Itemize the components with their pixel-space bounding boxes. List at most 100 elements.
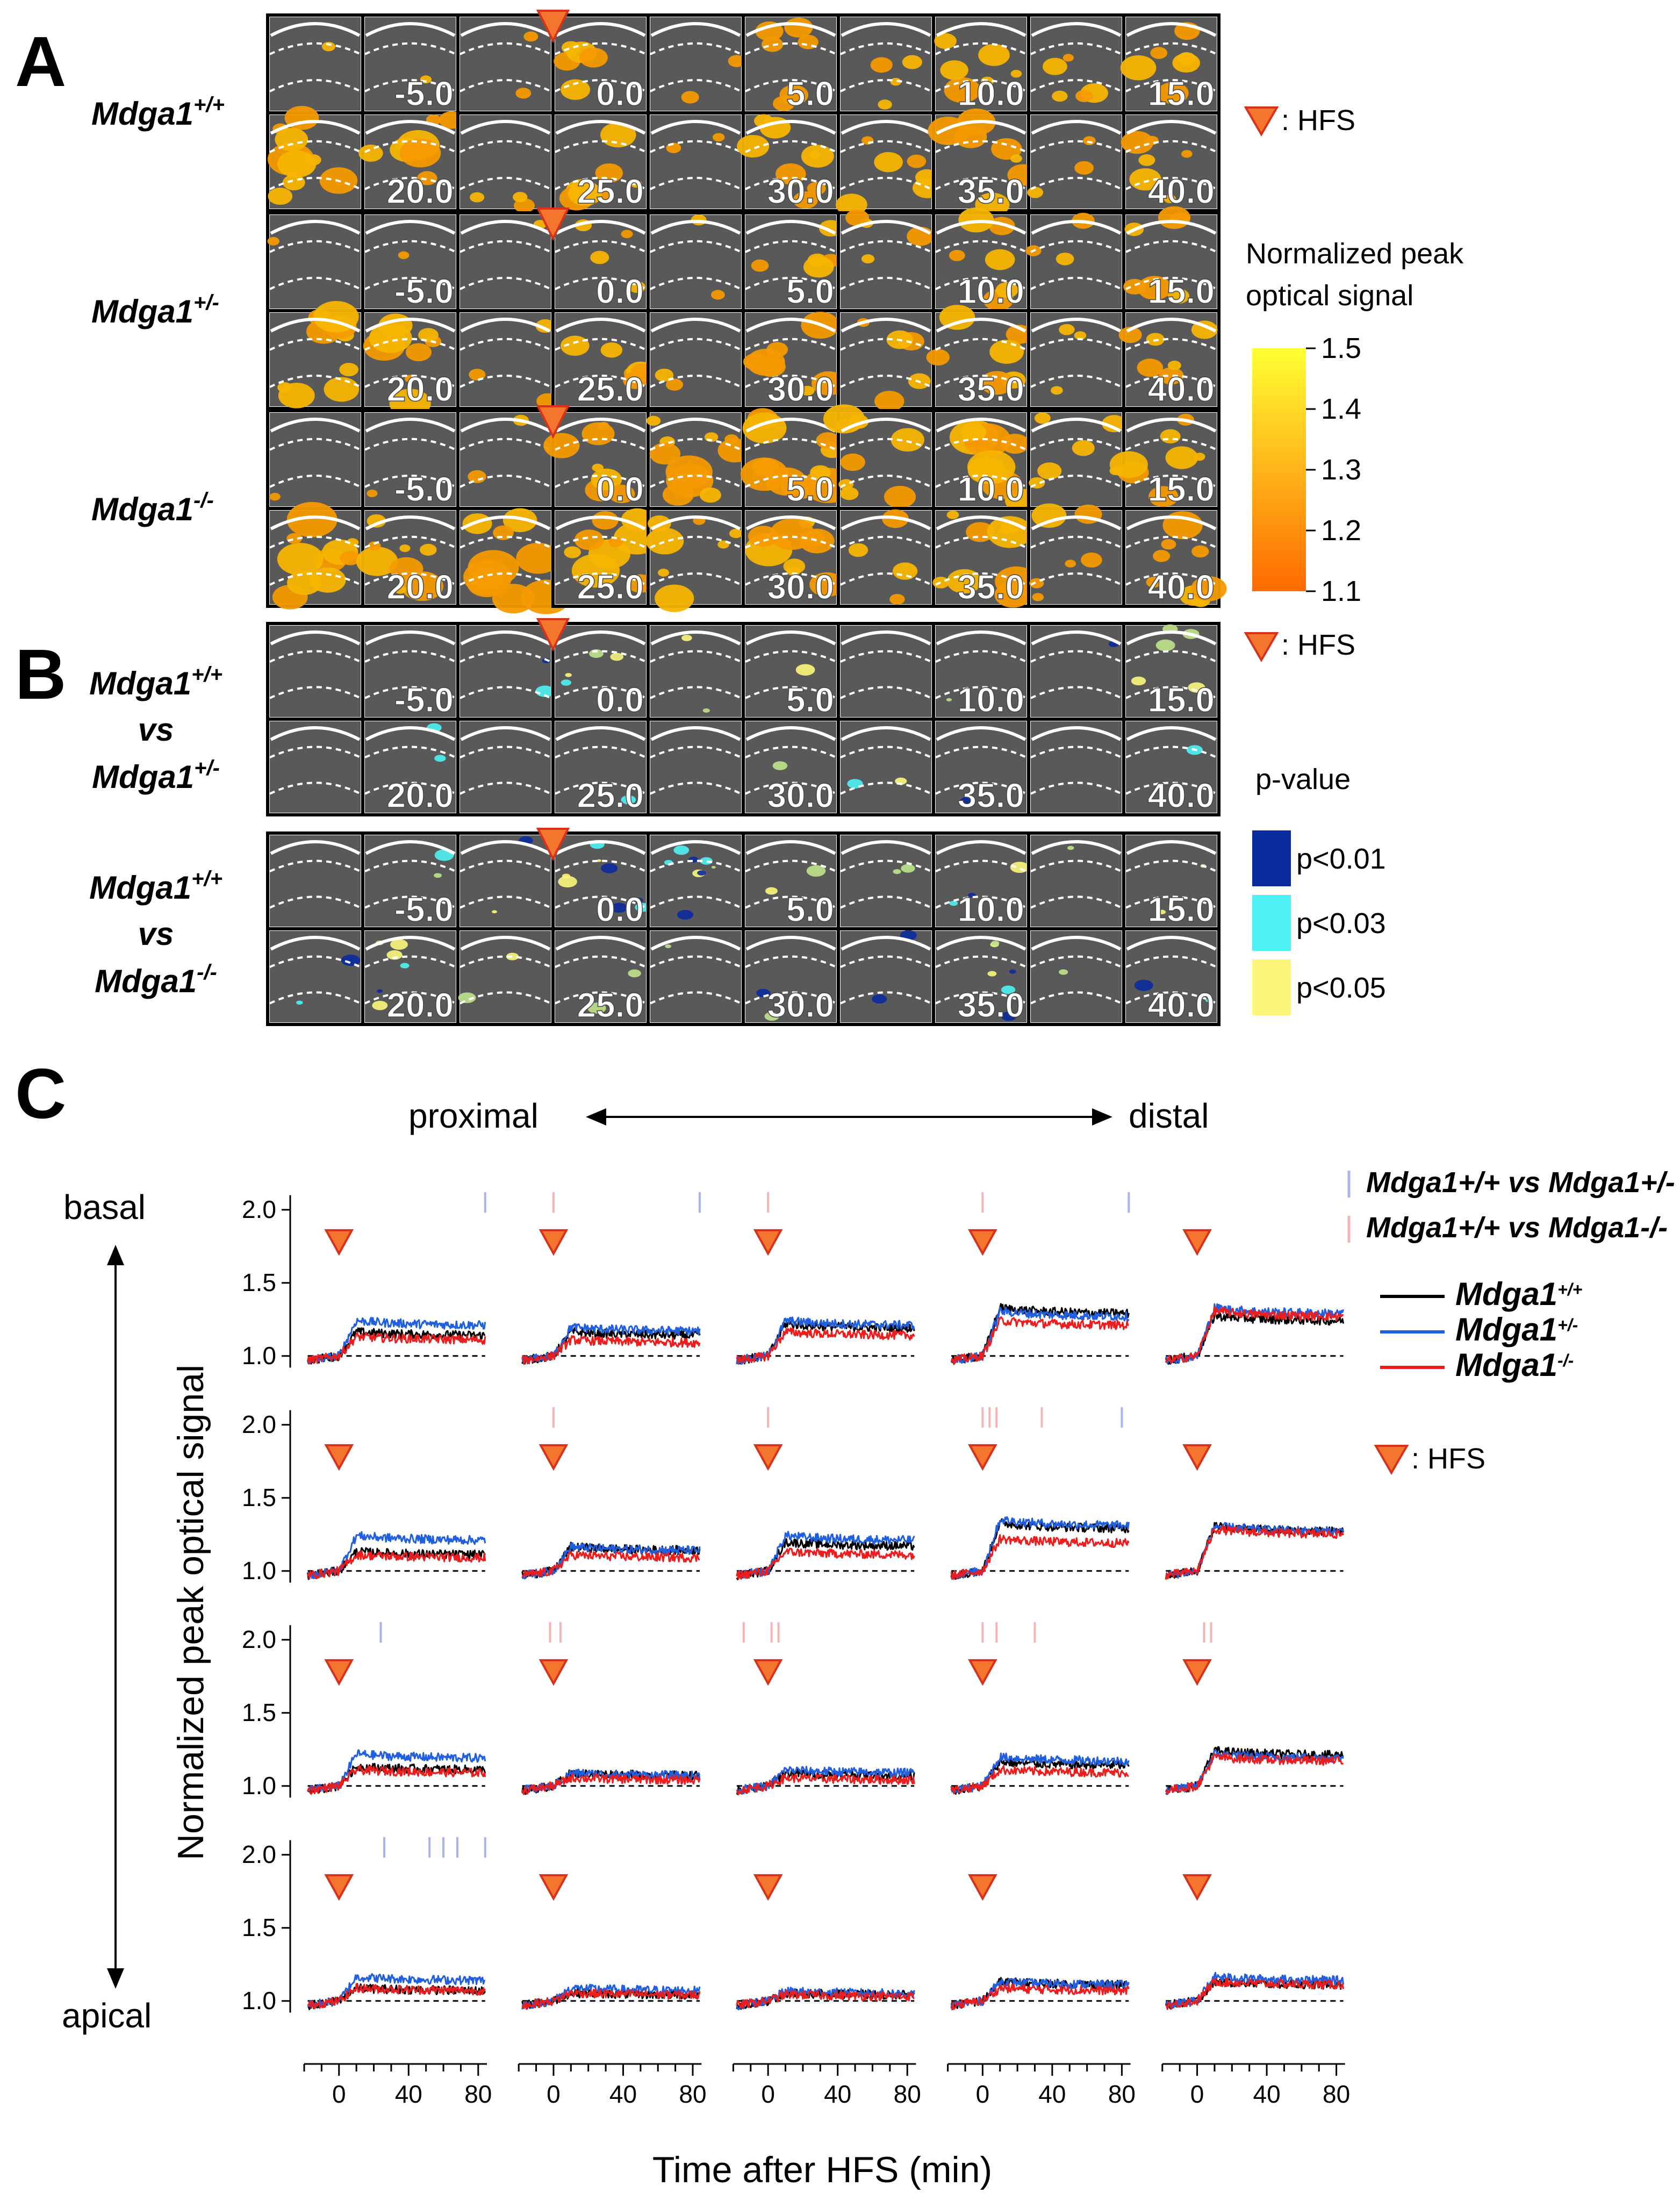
hfs-marker-icon [324, 1444, 354, 1471]
imaging-tile: 25.0 [551, 309, 656, 410]
colorbar-title-1: Normalized peak [1246, 238, 1464, 270]
sig-legend-label: Mdga1+/+ vs Mdga1-/- [1366, 1211, 1668, 1244]
imaging-tile [456, 211, 555, 312]
tile-time-label: 5.0 [786, 272, 834, 311]
colorbar-tick-label: 1.2 [1321, 514, 1361, 547]
tile-time-label: 0.0 [596, 890, 644, 929]
tile-time-label: 0.0 [596, 74, 644, 113]
imaging-tile: 30.0 [742, 718, 840, 816]
imaging-tile [1027, 309, 1125, 410]
tile-time-label: 10.0 [957, 272, 1024, 311]
tile-time-label: 30.0 [767, 370, 834, 408]
imaging-tile [456, 13, 555, 114]
svg-text:vs: vs [138, 916, 174, 952]
series-line [736, 1327, 915, 1364]
imaging-tile [1027, 831, 1125, 930]
imaging-tile [266, 300, 364, 410]
tile-time-label: 20.0 [386, 370, 454, 408]
x-tick-label: 80 [1108, 2080, 1136, 2108]
line-plot-panel [307, 1874, 486, 2010]
imaging-tile: 20.0 [358, 111, 464, 212]
line-plot-panel [521, 1659, 701, 1795]
colorbar-tick-label: 1.1 [1321, 575, 1361, 607]
tile-time-label: 35.0 [957, 370, 1024, 408]
colorbar-tick-label: 1.4 [1321, 393, 1361, 425]
imaging-tile [837, 13, 935, 114]
colorbar-title-2: optical signal [1246, 279, 1413, 312]
line-plot-panel [950, 1659, 1130, 1795]
hfs-marker-icon [967, 1659, 997, 1686]
series-line [736, 1538, 915, 1580]
tile-time-label: 35.0 [957, 776, 1024, 815]
imaging-tile: 35.0 [932, 927, 1030, 1026]
panel-a-hfs-legend: : HFS [1244, 104, 1355, 137]
tile-time-label: 30.0 [767, 776, 834, 815]
y-axis-title: Normalized peak optical signal [170, 1365, 211, 1860]
panel-a-tile-grid: -5.0 0.0 5.0 10.0 15.0 20.0 25.0 30.0 35.0 40.0 -5… [266, 10, 1227, 614]
imaging-tile [647, 831, 745, 930]
series-line [307, 1762, 486, 1795]
series-line [521, 1335, 701, 1365]
series-line [950, 1752, 1130, 1794]
imaging-tile: 0.0 [551, 211, 650, 312]
pvalue-label: p<0.05 [1296, 972, 1386, 1004]
panel-c-line-plots: 1.0 1.5 2.0 1.0 1.5 2.0 1.0 1.5 2.0 1.0 1.5 2.0 0 40 8… [242, 1192, 1350, 2108]
line-plot-panel [1165, 1444, 1345, 1580]
imaging-tile: 30.0 [737, 111, 840, 212]
pvalue-legend: p<0.01 p<0.03 p<0.05 [1252, 830, 1386, 1015]
imaging-tile [266, 105, 364, 212]
svg-text:Mdga1+/+: Mdga1+/+ [89, 867, 222, 906]
series-line [521, 1550, 700, 1579]
imaging-tile [1027, 111, 1125, 212]
imaging-tile: 0.0 [551, 13, 650, 114]
tile-time-label: 30.0 [767, 568, 834, 606]
imaging-tile: 5.0 [742, 831, 840, 930]
tile-time-label: 40.0 [1147, 986, 1215, 1024]
hfs-marker-icon [1374, 1445, 1409, 1475]
tile-time-label: 0.0 [596, 680, 644, 719]
series-line [736, 1766, 915, 1796]
series-line [950, 1306, 1130, 1364]
series-line [1165, 1525, 1344, 1580]
x-tick-label: 0 [1190, 2080, 1204, 2108]
x-tick-label: 80 [1323, 2080, 1350, 2108]
imaging-tile: 20.0 [361, 927, 460, 1026]
imaging-tile: 30.0 [742, 507, 845, 608]
proximal-label: proximal [408, 1096, 539, 1135]
tile-time-label: 25.0 [577, 370, 644, 408]
tile-time-label: 25.0 [577, 568, 644, 606]
imaging-tile: 15.0 [1122, 206, 1220, 312]
imaging-tile [837, 831, 935, 930]
imaging-tile: 20.0 [361, 309, 460, 418]
series-line [950, 1983, 1130, 2010]
genotype-label-wt: Mdga1+/+ [91, 93, 225, 132]
tile-time-label: 15.0 [1147, 470, 1215, 508]
tile-time-label: 30.0 [767, 172, 834, 211]
series-line [307, 1550, 486, 1579]
imaging-tile [456, 718, 555, 816]
hfs-marker-icon [1182, 1874, 1212, 1901]
imaging-tile: 10.0 [932, 13, 1030, 114]
imaging-tile [647, 111, 745, 212]
pvalue-title: p-value [1255, 763, 1351, 795]
genotype-label-het: Mdga1+/- [91, 291, 219, 329]
line-plot-panel [736, 1659, 915, 1796]
pvalue-label: p<0.01 [1296, 843, 1386, 875]
hfs-marker-icon [967, 1229, 997, 1256]
line-plot-panel [521, 1229, 701, 1365]
hfs-marker-icon [753, 1229, 783, 1256]
tile-time-label: 5.0 [786, 890, 834, 929]
tile-time-label: 20.0 [386, 172, 454, 211]
pvalue-swatch [1252, 895, 1291, 951]
imaging-tile: 25.0 [551, 927, 650, 1026]
imaging-tile: 40.0 [1118, 309, 1220, 410]
pvalue-swatch [1252, 959, 1291, 1015]
imaging-tile [1027, 503, 1125, 608]
series-line [521, 1773, 701, 1795]
tile-time-label: -5.0 [394, 272, 454, 311]
tile-time-label: 0.0 [596, 470, 644, 508]
imaging-tile: 30.0 [742, 927, 840, 1026]
y-axis: 1.0 1.5 2.0 [242, 1840, 291, 2015]
imaging-tile: -5.0 [361, 211, 460, 312]
x-tick-label: 0 [976, 2080, 990, 2108]
